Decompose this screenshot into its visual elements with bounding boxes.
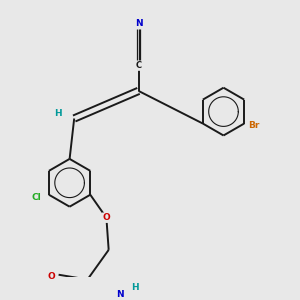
Text: H: H <box>131 283 139 292</box>
Text: Cl: Cl <box>31 193 41 202</box>
Text: C: C <box>136 61 142 70</box>
Text: O: O <box>103 213 110 222</box>
Text: N: N <box>116 290 124 299</box>
Text: Br: Br <box>249 121 260 130</box>
Text: H: H <box>54 110 62 118</box>
Text: N: N <box>135 19 142 28</box>
Text: O: O <box>47 272 55 281</box>
